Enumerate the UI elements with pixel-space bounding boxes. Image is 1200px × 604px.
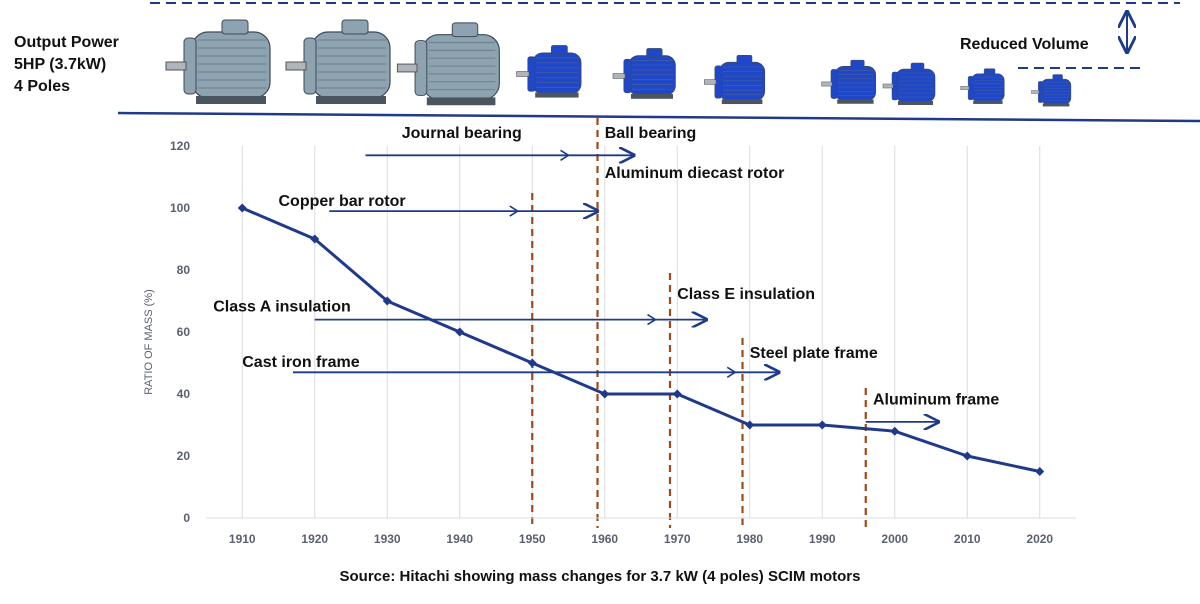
motor-icon [165, 19, 271, 104]
motor-icon [612, 48, 676, 99]
x-tick-label: 2000 [881, 532, 908, 546]
motor-icon [960, 68, 1005, 104]
annotation-label: Journal bearing [402, 125, 522, 142]
technology-change-lines [531, 118, 867, 528]
source-caption: Source: Hitachi showing mass changes for… [339, 568, 861, 585]
reduced-volume-label: Reduced Volume [960, 36, 1089, 53]
motor-row [165, 19, 1072, 107]
output-power-label: Output Power 5HP (3.7kW) 4 Poles [14, 32, 119, 98]
y-tick-label: 60 [177, 325, 191, 339]
x-tick-label: 1930 [374, 532, 401, 546]
x-tick-label: 2010 [954, 532, 981, 546]
motor-shaft [396, 63, 418, 73]
motor-terminal-box [983, 68, 996, 75]
x-tick-label: 1910 [229, 532, 256, 546]
x-tick-label: 1970 [664, 532, 691, 546]
y-tick-label: 0 [183, 511, 190, 525]
motor-foot [535, 92, 579, 98]
annotation-label: Class A insulation [213, 298, 351, 315]
motor-foot [837, 99, 874, 104]
x-tick-label: 1950 [519, 532, 546, 546]
motor-foot [426, 97, 496, 106]
motor-icon [396, 22, 500, 106]
motor-foot [1042, 103, 1070, 107]
annotation-label: Aluminum frame [873, 391, 999, 408]
annotation-arrowhead [647, 313, 658, 326]
data-point [672, 389, 682, 399]
motor-terminal-box [451, 22, 479, 38]
x-tick-label: 1940 [446, 532, 473, 546]
motor-terminal-box [341, 19, 369, 35]
motor-foot [196, 96, 266, 104]
output-power-line-3: 4 Poles [14, 78, 71, 95]
motor-foot [973, 100, 1003, 104]
motor-shaft [821, 81, 833, 87]
data-point [745, 420, 755, 430]
annotation-label: Class E insulation [677, 286, 815, 303]
chart-axes: 1910 1920 1930 1940 1950 1960 1970 1980 1990 2000… [143, 139, 1076, 546]
motor-terminal-box [1052, 74, 1063, 81]
data-point [382, 296, 392, 306]
annotation-label: Copper bar rotor [279, 193, 406, 210]
output-power-line-2: 5HP (3.7kW) [14, 56, 107, 73]
motor-shaft [516, 71, 530, 77]
motor-icon [1031, 74, 1072, 107]
motor-icon [285, 19, 391, 104]
data-point [455, 327, 465, 337]
motor-icon [704, 55, 766, 105]
chart-series [237, 203, 1045, 476]
annotation-label: Aluminum diecast rotor [605, 165, 785, 182]
motor-terminal-box [551, 45, 568, 55]
y-tick-label: 20 [177, 449, 191, 463]
motor-icon [516, 45, 582, 98]
motor-foot [631, 94, 673, 99]
x-tick-label: 1920 [301, 532, 328, 546]
x-tick-label: 2020 [1026, 532, 1053, 546]
data-point [237, 203, 247, 213]
annotation-label: Cast iron frame [242, 354, 359, 371]
output-power-line-1: Output Power [14, 34, 119, 51]
motor-shaft [612, 73, 626, 79]
annotation-label: Ball bearing [605, 125, 697, 142]
data-point [310, 234, 320, 244]
motor-shaft [1031, 90, 1040, 94]
annotation-arrowhead [726, 366, 737, 378]
y-tick-label: 100 [170, 201, 190, 215]
motor-foot [316, 96, 386, 104]
motor-shaft [704, 79, 717, 85]
motor-shaft [285, 61, 307, 71]
x-tick-label: 1960 [591, 532, 618, 546]
motor-terminal-box [646, 48, 663, 58]
motor-terminal-box [850, 59, 865, 68]
data-point [962, 451, 972, 461]
data-point [1035, 467, 1045, 476]
series-line [241, 206, 1041, 473]
motor-terminal-box [736, 55, 753, 64]
motor-icon [882, 62, 936, 105]
data-point [817, 420, 827, 430]
motor-foot [721, 99, 763, 105]
annotation-arrowhead [509, 205, 520, 217]
annotation-arrowhead [560, 149, 571, 161]
data-point [600, 389, 610, 399]
y-tick-label: 120 [170, 139, 190, 153]
motor-terminal-box [221, 19, 249, 35]
y-axis-label: RATIO OF MASS (%) [143, 289, 155, 395]
motor-foot [898, 101, 933, 105]
y-tick-label: 80 [177, 263, 191, 277]
x-tick-label: 1990 [809, 532, 836, 546]
y-tick-label: 40 [177, 387, 191, 401]
motor-shaft [165, 61, 187, 71]
motor-terminal-box [910, 62, 925, 71]
annotation-label: Steel plate frame [750, 345, 878, 362]
data-point [890, 426, 900, 436]
motor-icon [821, 59, 876, 104]
motor-shaft [882, 83, 894, 89]
x-tick-label: 1980 [736, 532, 763, 546]
header-divider-line [117, 111, 1200, 123]
chart-annotations: Journal bearing Ball bearing Aluminum diec… [213, 125, 999, 422]
motor-shaft [960, 86, 970, 90]
data-point [527, 358, 537, 368]
